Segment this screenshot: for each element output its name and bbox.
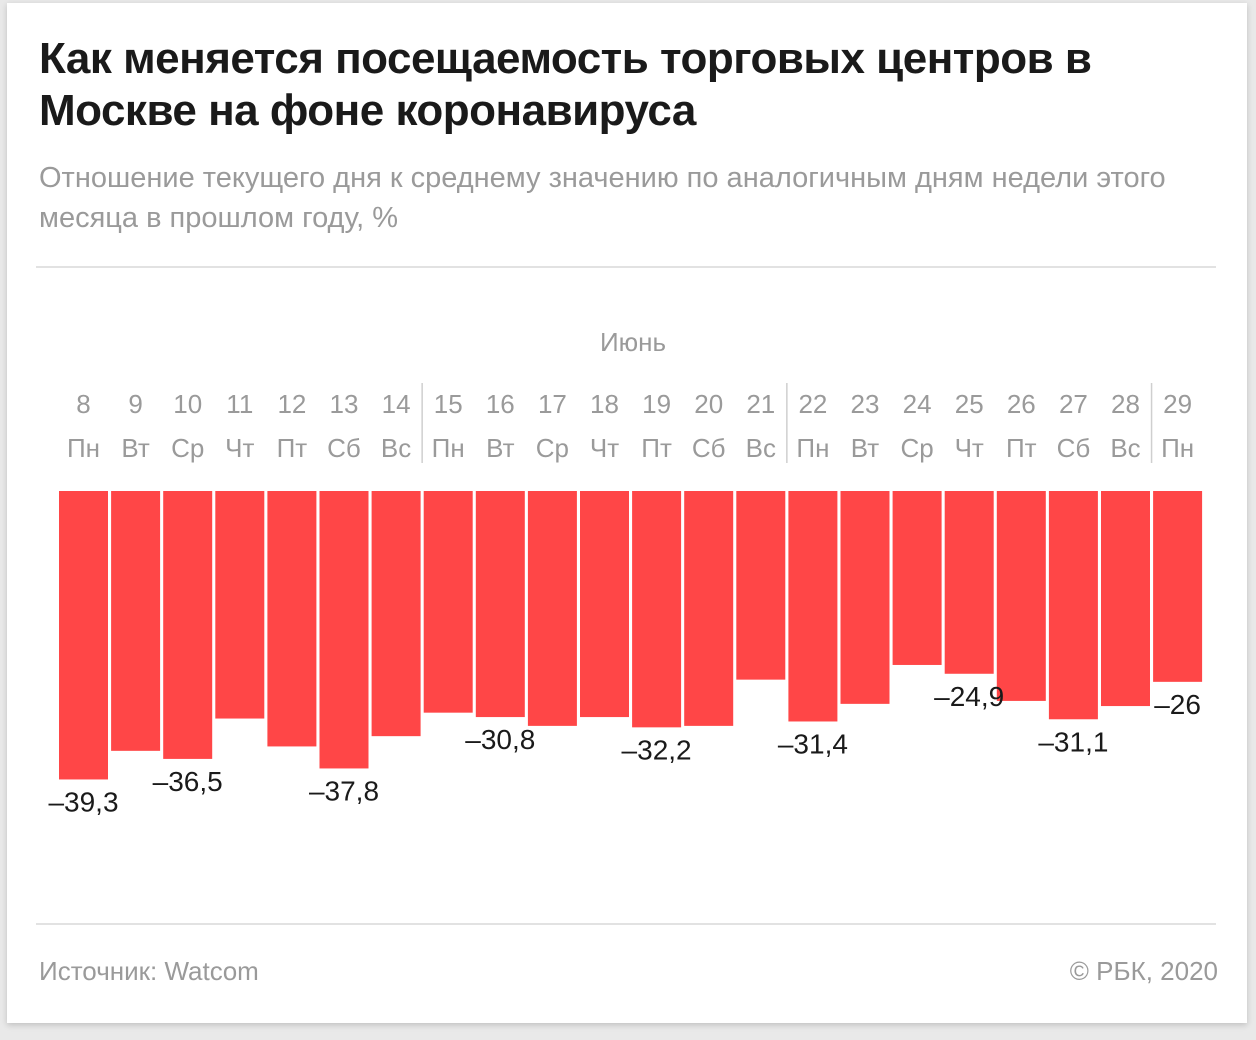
month-label: Июнь <box>600 327 666 357</box>
week-separators <box>421 383 1153 463</box>
day-label-17: 17 <box>538 389 567 419</box>
weekday-label-27: Сб <box>1057 433 1091 463</box>
day-label-16: 16 <box>486 389 515 419</box>
source-note: Источник: Watcom <box>39 956 259 986</box>
day-label-26: 26 <box>1007 389 1036 419</box>
weekday-label-14: Вс <box>381 433 411 463</box>
weekday-label-29: Пн <box>1161 433 1194 463</box>
day-label-24: 24 <box>903 389 932 419</box>
weekday-label-17: Ср <box>536 433 569 463</box>
bar-17 <box>527 491 577 726</box>
bar-29 <box>1153 491 1203 682</box>
day-label-22: 22 <box>798 389 827 419</box>
day-label-13: 13 <box>330 389 359 419</box>
weekday-label-26: Пт <box>1006 433 1037 463</box>
day-label-11: 11 <box>226 389 253 419</box>
value-label-8: –39,3 <box>48 786 118 817</box>
bar-23 <box>840 491 890 704</box>
weekday-label-9: Вт <box>121 433 149 463</box>
weekday-label-22: Пн <box>796 433 829 463</box>
value-label-10: –36,5 <box>153 766 223 797</box>
copyright-note: © РБК, 2020 <box>1069 956 1218 986</box>
chart-title: Как меняется посещаемость торговых центр… <box>39 34 1092 135</box>
weekday-label-20: Сб <box>692 433 726 463</box>
weekday-label-8: Пн <box>67 433 100 463</box>
bar-8 <box>59 491 108 780</box>
value-labels: –39,3 –36,5 –37,8 –30,8 –32,2 –31,4 –24,9 –31,1… <box>48 681 1200 818</box>
value-label-22: –31,4 <box>778 728 848 759</box>
value-label-13: –37,8 <box>309 775 379 806</box>
day-label-25: 25 <box>955 389 984 419</box>
day-tick-labels: 8 9 10 11 12 13 14 15 16 17 18 19 20 21 22 23 24 25 26 27 28… <box>76 389 1192 419</box>
day-label-14: 14 <box>382 389 411 419</box>
weekday-label-15: Пн <box>432 433 465 463</box>
weekday-label-23: Вт <box>851 433 879 463</box>
bar-25 <box>944 491 994 674</box>
infographic-card: Как меняется посещаемость торговых центр… <box>7 3 1247 1023</box>
bar-22 <box>788 491 838 722</box>
day-label-21: 21 <box>746 389 775 419</box>
weekday-label-11: Чт <box>225 433 254 463</box>
day-label-28: 28 <box>1111 389 1140 419</box>
weekday-label-18: Чт <box>590 433 619 463</box>
weekday-label-21: Вс <box>746 433 776 463</box>
bar-28 <box>1101 491 1150 707</box>
weekday-label-13: Сб <box>327 433 361 463</box>
day-label-23: 23 <box>851 389 880 419</box>
bar-19 <box>632 491 682 728</box>
day-label-20: 20 <box>694 389 723 419</box>
day-label-27: 27 <box>1059 389 1088 419</box>
day-label-29: 29 <box>1163 389 1192 419</box>
weekday-label-16: Вт <box>486 433 514 463</box>
day-label-8: 8 <box>76 389 90 419</box>
value-label-16: –30,8 <box>465 724 535 755</box>
bar-13 <box>319 491 369 769</box>
value-label-19: –32,2 <box>622 734 692 765</box>
day-label-19: 19 <box>642 389 671 419</box>
bar-18 <box>580 491 629 718</box>
bar-chart: Июнь 8 9 10 11 12 13 14 15 16 17 18 19 20 21 22 23 24 25 2… <box>48 327 1203 818</box>
value-label-29: –26 <box>1154 689 1201 720</box>
bar-10 <box>163 491 213 759</box>
bar-20 <box>684 491 734 726</box>
chart-subtitle: Отношение текущего дня к среднему значен… <box>39 162 1166 234</box>
bar-27 <box>1048 491 1098 720</box>
weekday-label-12: Пт <box>277 433 308 463</box>
weekday-label-28: Вс <box>1110 433 1140 463</box>
bar-24 <box>892 491 942 665</box>
value-label-27: –31,1 <box>1038 726 1108 757</box>
day-label-9: 9 <box>128 389 142 419</box>
day-label-18: 18 <box>590 389 619 419</box>
bar-11 <box>215 491 265 719</box>
bar-15 <box>423 491 473 713</box>
weekday-label-10: Ср <box>171 433 204 463</box>
bar-16 <box>475 491 525 718</box>
bar-26 <box>996 491 1046 701</box>
bars <box>59 491 1203 780</box>
day-label-12: 12 <box>277 389 306 419</box>
bar-21 <box>736 491 786 680</box>
bar-9 <box>111 491 161 751</box>
day-label-15: 15 <box>434 389 463 419</box>
bar-14 <box>371 491 421 737</box>
weekday-label-25: Чт <box>955 433 984 463</box>
bar-12 <box>267 491 317 747</box>
weekday-label-24: Ср <box>900 433 933 463</box>
day-label-10: 10 <box>173 389 202 419</box>
weekday-tick-labels: Пн Вт Ср Чт Пт Сб Вс Пн Вт Ср Чт Пт Сб Вс Пн Вт Ср Чт Пт Сб… <box>67 433 1194 463</box>
bottom-divider <box>36 923 1216 925</box>
value-label-25: –24,9 <box>934 681 1004 712</box>
weekday-label-19: Пт <box>641 433 672 463</box>
top-divider <box>36 266 1216 268</box>
